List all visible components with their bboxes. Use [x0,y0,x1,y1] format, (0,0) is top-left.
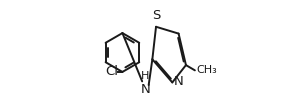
Text: H: H [141,71,150,81]
Text: N: N [174,75,184,88]
Text: N: N [141,83,151,96]
Text: CH₃: CH₃ [196,65,217,75]
Text: S: S [152,9,160,22]
Text: Cl: Cl [105,65,118,78]
